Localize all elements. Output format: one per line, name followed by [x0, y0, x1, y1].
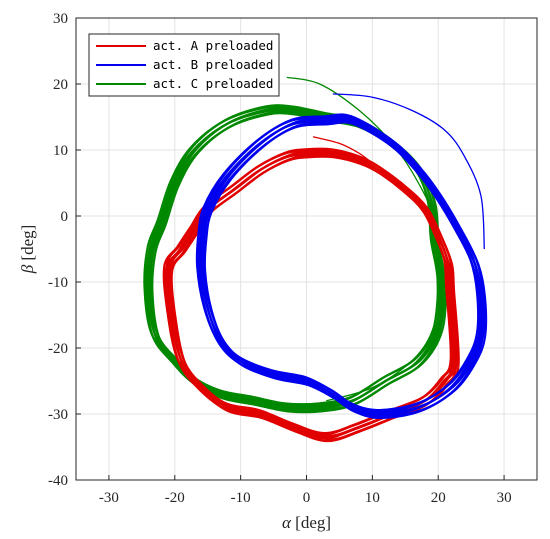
- tick-layer: -30 -20 -10 0 10 20 30 -40 -30 -20 -10 0 10 20 30: [48, 11, 512, 506]
- y-tick-label: 30: [53, 11, 68, 27]
- series-transient: [332, 93, 485, 250]
- y-tick-label: 10: [53, 143, 68, 159]
- x-tick-label: 20: [431, 490, 446, 506]
- y-axis-label: β [deg]: [18, 225, 37, 275]
- legend-entry-b: act. B preloaded: [96, 57, 273, 72]
- x-tick-label: 30: [497, 490, 512, 506]
- y-tick-label: -40: [48, 473, 68, 489]
- x-axis-symbol: α: [282, 513, 292, 532]
- x-tick-label: 0: [303, 490, 311, 506]
- y-axis-unit: [deg]: [18, 225, 37, 261]
- y-tick-label: -20: [48, 341, 68, 357]
- legend-label-a: act. A preloaded: [153, 38, 273, 53]
- series-layer: [143, 76, 488, 443]
- series-cycle: [166, 151, 456, 439]
- x-tick-label: -30: [99, 490, 119, 506]
- y-axis-symbol: β: [18, 264, 37, 274]
- legend-label-c: act. C preloaded: [153, 76, 273, 91]
- series-cycle: [165, 147, 455, 435]
- x-axis-label: α [deg]: [282, 513, 331, 532]
- x-axis-unit: [deg]: [295, 513, 331, 532]
- x-tick-label: -10: [231, 490, 251, 506]
- series-b: [195, 93, 488, 420]
- legend: act. A preloaded act. B preloaded act. C…: [88, 33, 280, 97]
- y-tick-label: 0: [61, 209, 69, 225]
- x-tick-label: 10: [365, 490, 380, 506]
- legend-entry-a: act. A preloaded: [96, 38, 273, 53]
- series-a: [162, 136, 460, 443]
- series-cycle: [203, 119, 488, 418]
- y-tick-label: 20: [53, 77, 68, 93]
- legend-label-b: act. B preloaded: [153, 57, 273, 72]
- x-tick-label: -20: [165, 490, 185, 506]
- y-tick-label: -10: [48, 275, 68, 291]
- legend-entry-c: act. C preloaded: [96, 76, 273, 91]
- series-cycle: [198, 113, 482, 412]
- series-cycle: [201, 121, 485, 420]
- y-tick-label: -30: [48, 407, 68, 423]
